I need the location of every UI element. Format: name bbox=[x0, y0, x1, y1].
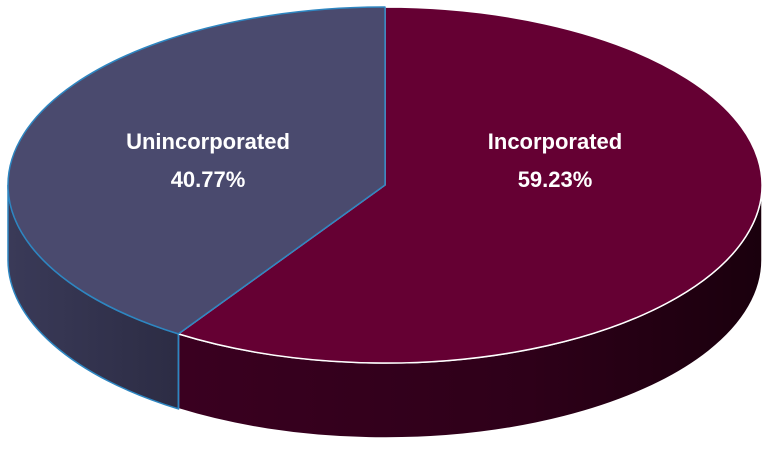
pie-slice-incorporated bbox=[177, 6, 763, 364]
pie-slice-unincorporated bbox=[7, 6, 386, 335]
slice-label-unincorporated-value: 40.77% bbox=[171, 167, 246, 192]
slice-label-incorporated-value: 59.23% bbox=[518, 167, 593, 192]
pie-top-faces bbox=[7, 6, 763, 364]
slice-label-unincorporated-name: Unincorporated bbox=[126, 129, 290, 154]
slice-label-incorporated-name: Incorporated bbox=[488, 129, 622, 154]
pie-labels: Unincorporated 40.77% Incorporated 59.23… bbox=[126, 129, 622, 192]
